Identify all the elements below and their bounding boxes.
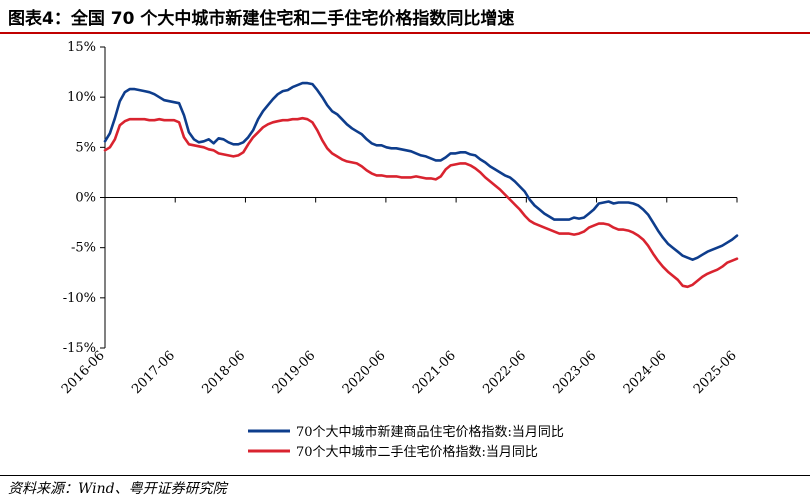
x-tick-label: 2018-06 — [199, 348, 248, 397]
x-tick-label: 2024-06 — [621, 348, 670, 397]
legend: 70个大中城市新建商品住宅价格指数:当月同比 70个大中城市二手住宅价格指数:当… — [248, 424, 564, 460]
y-tick-label: 5% — [75, 140, 96, 155]
x-tick-label: 2022-06 — [480, 348, 529, 397]
x-tick-label: 2019-06 — [270, 348, 319, 397]
legend-label-second: 70个大中城市二手住宅价格指数:当月同比 — [296, 444, 538, 460]
y-tick-label: 15% — [67, 40, 96, 55]
x-tick-label: 2021-06 — [410, 348, 459, 397]
x-tick-label: 2023-06 — [551, 348, 600, 397]
y-tick-label: 0% — [75, 191, 96, 206]
series-line-new-homes — [103, 81, 739, 262]
y-tick-label: -10% — [63, 291, 96, 306]
footer-rule — [0, 475, 810, 476]
series-line-second-hand — [103, 116, 739, 289]
chart-title: 图表4：全国 70 个大中城市新建住宅和二手住宅价格指数同比增速 — [8, 9, 515, 29]
y-tick-label: 10% — [67, 90, 96, 105]
source-note: 资料来源：Wind、粤开证券研究院 — [8, 481, 227, 497]
legend-label-new: 70个大中城市新建商品住宅价格指数:当月同比 — [296, 424, 564, 440]
y-tick-label: -5% — [71, 241, 96, 256]
x-tick-label: 2025-06 — [691, 348, 740, 397]
x-tick-label: 2020-06 — [340, 348, 389, 397]
y-tick-label: -15% — [63, 341, 96, 356]
title-rule — [0, 32, 810, 34]
x-tick-label: 2017-06 — [129, 348, 178, 397]
